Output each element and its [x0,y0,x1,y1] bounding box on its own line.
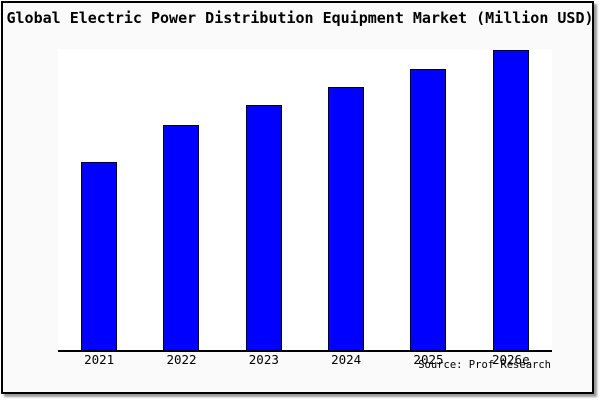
bar-2023 [245,105,282,350]
x-tick-label-2022: 2022 [166,352,197,367]
x-tick-label-2026e: 2026e [491,352,530,367]
bar-2022 [163,125,200,350]
bar-slot [305,49,387,350]
bar-2025 [410,69,447,350]
plot-area [58,49,552,352]
x-tick-label-2025: 2025 [413,352,444,367]
x-tick-label-2021: 2021 [84,352,115,367]
x-tick-label-2024: 2024 [331,352,362,367]
bars-container [58,49,552,350]
bar-slot [387,49,469,350]
bar-2024 [328,87,365,350]
bar-slot [58,49,140,350]
bar-slot [223,49,305,350]
chart-title: Global Electric Power Distribution Equip… [6,9,594,27]
bar-2021 [81,162,118,350]
bar-2026e [492,50,529,350]
bar-slot [470,49,552,350]
bar-slot [140,49,222,350]
source-label: Source: Prof Research [418,359,551,371]
x-tick-label-2023: 2023 [248,352,279,367]
x-axis-labels: 2021 2022 2023 2024 2025 2026e [58,353,552,367]
